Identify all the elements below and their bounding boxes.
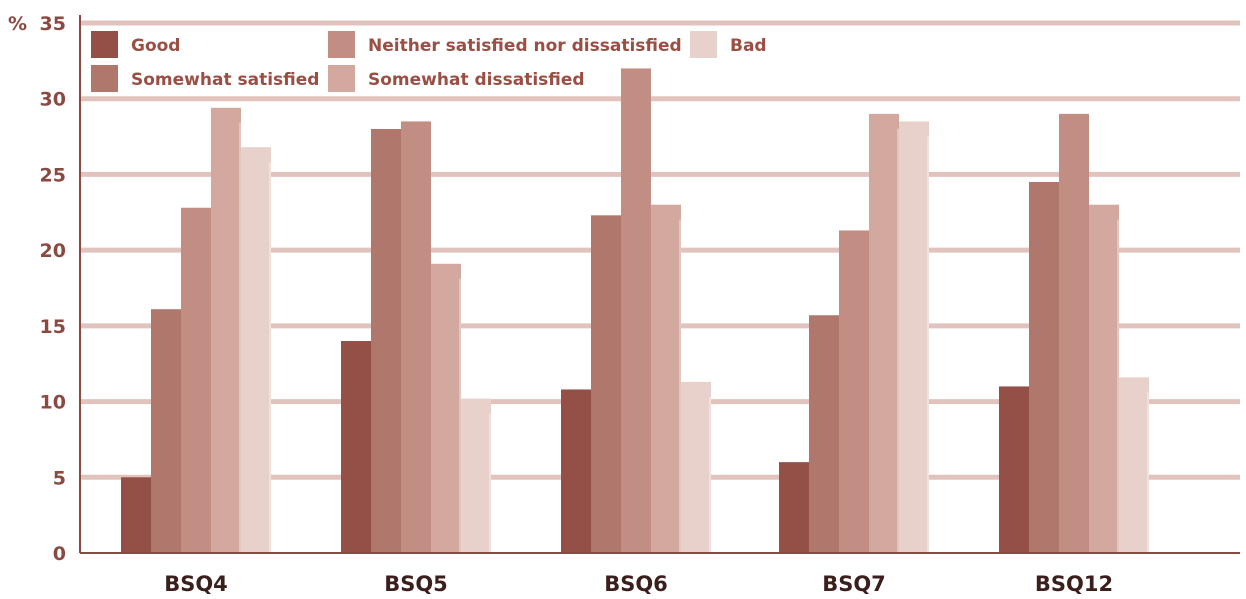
bar-highlight <box>897 128 899 553</box>
legend-label: Good <box>131 36 180 56</box>
legend-swatch <box>91 31 118 58</box>
x-tick-label: BSQ4 <box>164 572 228 596</box>
bar-highlight <box>709 396 711 553</box>
y-tick-label: 0 <box>53 543 66 565</box>
legend-label: Somewhat dissatisfied <box>368 70 585 90</box>
y-tick-label: 10 <box>40 392 66 414</box>
bar <box>211 107 241 554</box>
y-unit-label: % <box>8 13 27 35</box>
bars <box>121 68 1149 554</box>
x-tick-label: BSQ12 <box>1035 572 1113 596</box>
legend-swatch <box>690 31 717 58</box>
bar <box>681 381 711 553</box>
bar <box>1029 182 1059 553</box>
legend-label: Somewhat satisfied <box>131 70 319 90</box>
bar <box>181 207 211 553</box>
y-tick-label: 35 <box>40 13 66 35</box>
legend-item: Somewhat satisfied <box>91 65 319 92</box>
bar-highlight <box>239 122 241 554</box>
bar <box>401 121 431 553</box>
bar-highlight <box>1117 219 1119 553</box>
bar-highlight <box>1147 392 1149 553</box>
bar <box>121 477 151 553</box>
bar <box>1089 204 1119 553</box>
bar <box>371 129 401 553</box>
bar <box>621 68 651 553</box>
bar <box>461 398 491 553</box>
bar <box>809 315 839 553</box>
bar <box>999 386 1029 553</box>
bar <box>431 263 461 553</box>
bar <box>241 147 271 553</box>
x-tick-label: BSQ5 <box>384 572 448 596</box>
legend-swatch <box>91 65 118 92</box>
bar-highlight <box>679 219 681 553</box>
bar-highlight <box>927 136 929 553</box>
x-tick-label: BSQ7 <box>822 572 886 596</box>
legend-item: Good <box>91 31 180 58</box>
bar <box>341 341 371 553</box>
legend-swatch <box>328 65 355 92</box>
legend-item: Bad <box>690 31 767 58</box>
bar <box>899 121 929 553</box>
legend: Good Somewhat satisfied Neither satisfied … <box>91 31 767 92</box>
bar-highlight <box>459 278 461 553</box>
x-tick-label: BSQ6 <box>604 572 668 596</box>
bar <box>561 389 591 553</box>
axes: 0 5 10 15 20 25 30 35% BSQ4 BSQ5 BSQ6 BSQ7 BSQ12 <box>8 13 1240 596</box>
bar <box>839 230 869 553</box>
y-tick-label: 20 <box>40 240 66 262</box>
bar-highlight <box>489 413 491 553</box>
legend-label: Neither satisfied nor dissatisfied <box>368 36 682 56</box>
y-tick-label: 5 <box>53 467 66 489</box>
legend-label: Bad <box>730 36 767 56</box>
y-tick-label: 30 <box>40 89 66 111</box>
legend-swatch <box>328 31 355 58</box>
y-tick-label: 15 <box>40 316 66 338</box>
bar <box>779 462 809 553</box>
bar <box>151 309 181 553</box>
bar <box>651 204 681 553</box>
bar <box>1059 113 1089 553</box>
bar <box>869 113 899 553</box>
bar <box>591 215 621 554</box>
legend-item: Neither satisfied nor dissatisfied <box>328 31 682 58</box>
bar-highlight <box>269 162 271 553</box>
y-tick-label: 25 <box>40 164 66 186</box>
bar <box>1119 377 1149 553</box>
legend-item: Somewhat dissatisfied <box>328 65 585 92</box>
